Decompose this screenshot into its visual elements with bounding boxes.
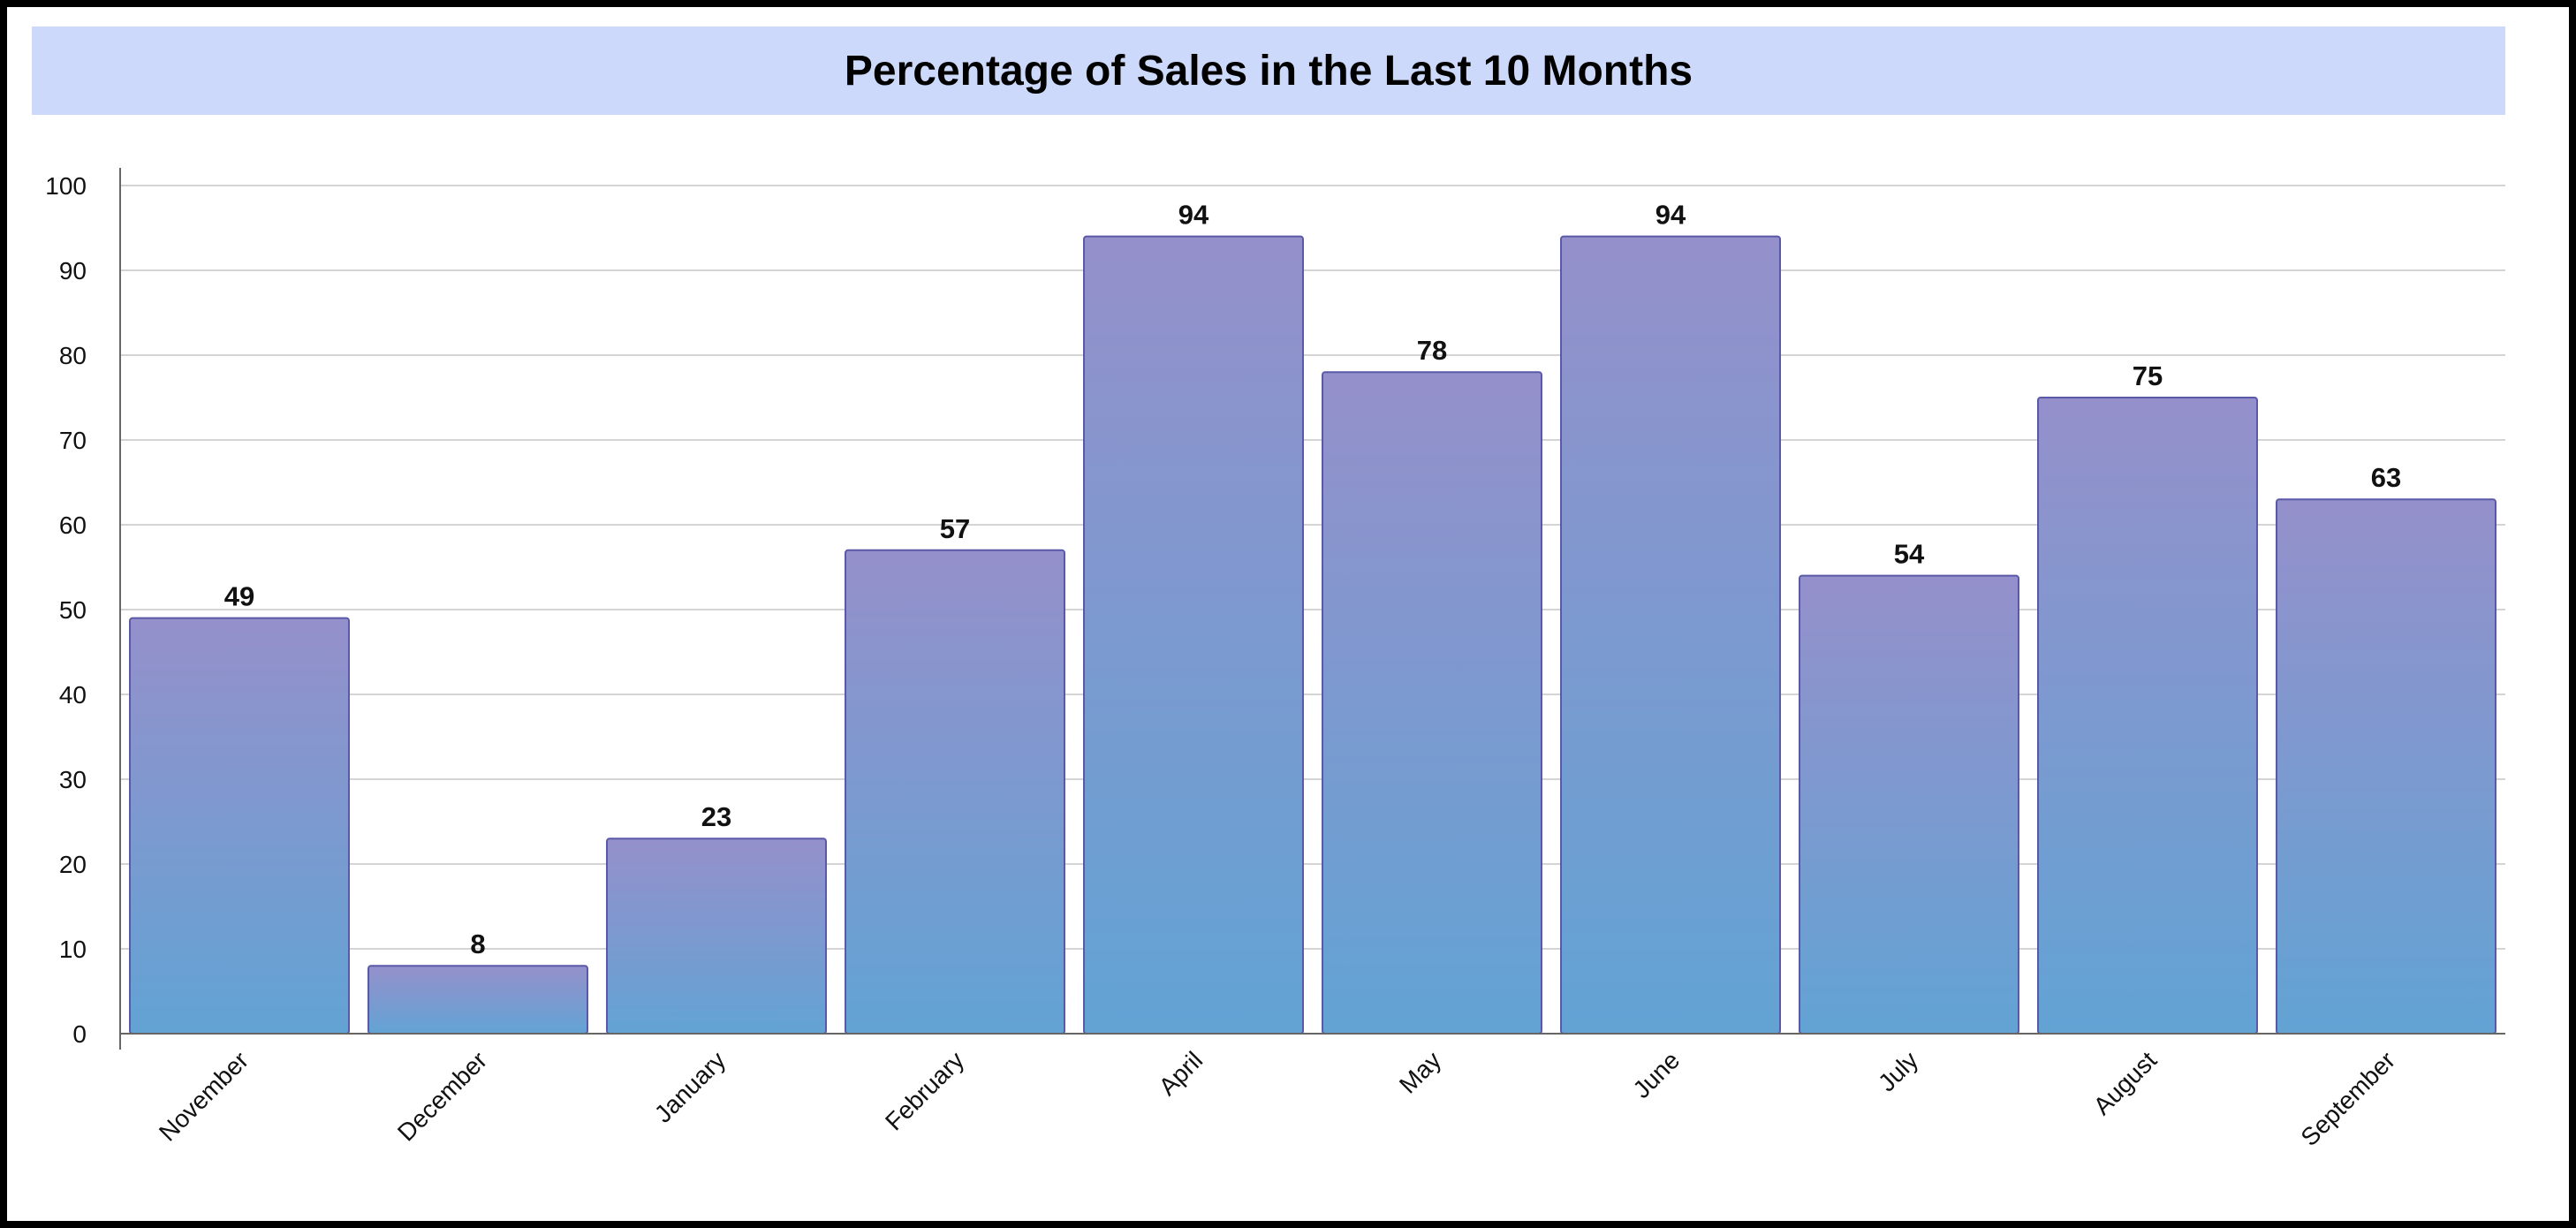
- x-tick-label-april: April: [1154, 1046, 1208, 1101]
- chart-title: Percentage of Sales in the Last 10 Month…: [844, 47, 1693, 95]
- y-tick-label: 60: [59, 512, 87, 539]
- bar-may: [1322, 371, 1542, 1035]
- y-axis-ticks: 0 10 20 30 40 50 60 70 80 90 100: [45, 172, 87, 1048]
- title-bar: Percentage of Sales in the Last 10 Month…: [32, 27, 2505, 115]
- y-tick-label: 70: [59, 427, 87, 454]
- bar-february: [845, 549, 1065, 1035]
- axes: [119, 168, 2505, 1050]
- y-tick-label: 10: [59, 936, 87, 963]
- bar-september: [2276, 498, 2496, 1035]
- y-tick-label: 100: [45, 172, 87, 200]
- x-tick-label-december: December: [392, 1046, 492, 1146]
- bars: [129, 235, 2496, 1035]
- y-tick-label: 30: [59, 766, 87, 793]
- value-label-july: 54: [1894, 539, 1925, 570]
- x-tick-label-august: August: [2088, 1046, 2163, 1120]
- x-tick-label-september: September: [2295, 1046, 2400, 1151]
- x-tick-label-may: May: [1394, 1046, 1446, 1098]
- x-tick-label-july: July: [1873, 1046, 1923, 1096]
- x-tick-label-january: January: [649, 1046, 731, 1127]
- y-tick-label: 50: [59, 596, 87, 624]
- x-tick-label-november: November: [154, 1046, 254, 1146]
- value-label-september: 63: [2371, 462, 2401, 493]
- value-labels: 49 8 23 57 94 78 94 54 75 63: [224, 200, 2401, 960]
- value-label-february: 57: [940, 513, 970, 544]
- bar-november: [129, 617, 350, 1035]
- y-tick-label: 80: [59, 342, 87, 369]
- value-label-november: 49: [224, 581, 254, 612]
- value-label-august: 75: [2133, 360, 2163, 391]
- y-tick-label: 0: [72, 1020, 87, 1048]
- y-tick-label: 40: [59, 681, 87, 709]
- bar-august: [2037, 397, 2258, 1035]
- value-label-december: 8: [470, 929, 485, 959]
- x-tick-label-february: February: [880, 1046, 969, 1135]
- value-label-january: 23: [701, 801, 731, 832]
- value-label-april: 94: [1178, 200, 1209, 231]
- y-tick-label: 90: [59, 257, 87, 284]
- x-axis-labels: November December January February April May J…: [154, 1046, 2400, 1151]
- bar-april: [1083, 235, 1304, 1035]
- value-label-june: 94: [1655, 200, 1686, 231]
- bar-june: [1560, 235, 1781, 1035]
- y-tick-label: 20: [59, 851, 87, 878]
- bar-december: [367, 965, 588, 1035]
- bar-july: [1799, 574, 2019, 1035]
- value-label-may: 78: [1417, 335, 1447, 366]
- bar-january: [606, 838, 827, 1035]
- x-tick-label-june: June: [1627, 1046, 1685, 1103]
